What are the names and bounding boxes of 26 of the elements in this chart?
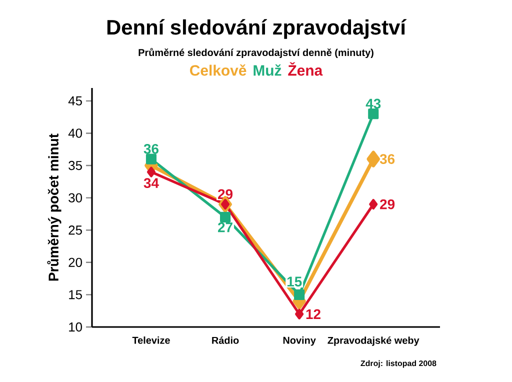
data-label: 43 <box>366 98 381 109</box>
x-tick-label: Televize <box>132 336 170 344</box>
y-tick-label: 30 <box>68 193 82 202</box>
y-tick-label: 15 <box>69 290 82 300</box>
data-label: 15 <box>287 276 302 287</box>
y-tick-label: 10 <box>69 322 82 332</box>
chart-title: Denní sledování zpravodajství <box>107 19 407 39</box>
data-label: 36 <box>380 154 395 164</box>
data-label: 36 <box>144 144 158 154</box>
y-axis-title: Průměrný počet minut <box>47 134 62 281</box>
data-label: 34 <box>144 178 159 188</box>
y-tick-label: 25 <box>68 226 82 235</box>
x-tick-label: Zpravodajské weby <box>328 336 420 346</box>
chart-subtitle: Průměrné sledování zpravodajství denně (minuty) <box>138 48 374 58</box>
text: Muž <box>254 64 282 76</box>
y-tick-label: 20 <box>68 258 82 267</box>
y-tick-label: 35 <box>68 160 82 170</box>
y-tick-label: 45 <box>68 96 82 106</box>
data-label: 12 <box>306 309 320 319</box>
data-label: 27 <box>218 222 232 232</box>
y-tick-label: 40 <box>68 128 82 138</box>
data-label: 29 <box>380 199 395 210</box>
x-tick-label: Noviny <box>283 336 316 346</box>
text: Celkově <box>190 64 246 76</box>
text: Žena <box>288 62 323 76</box>
x-tick-label: Rádio <box>212 336 239 344</box>
